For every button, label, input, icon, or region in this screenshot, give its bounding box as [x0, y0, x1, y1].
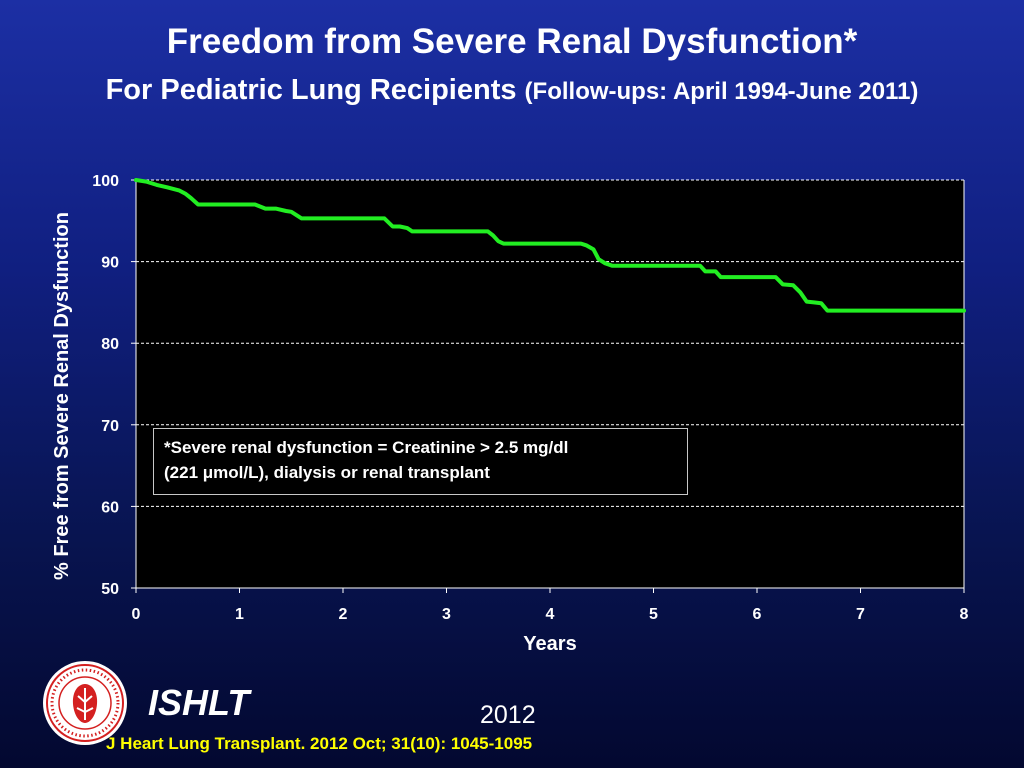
tick-labels: 50 60 70 80 90 100 0 1 2 3 4 5 6 7 8 — [92, 173, 968, 623]
x-axis-title: Years — [523, 633, 576, 655]
x-tick-label-0: 0 — [132, 606, 141, 623]
ishlt-seal-logo — [43, 661, 127, 745]
gridlines — [136, 179, 964, 507]
y-tick-label-50: 50 — [101, 581, 119, 598]
y-tick-label-100: 100 — [92, 173, 119, 190]
x-tick-label-4: 4 — [546, 606, 555, 623]
note-line-1: *Severe renal dysfunction = Creatinine >… — [164, 438, 569, 457]
x-tick-label-2: 2 — [339, 606, 348, 623]
series-layer — [134, 178, 966, 313]
x-tick-label-1: 1 — [235, 606, 244, 623]
org-name: ISHLT — [148, 682, 250, 723]
subtitle-main: For Pediatric Lung Recipients — [105, 74, 517, 106]
x-tick-label-8: 8 — [960, 606, 969, 623]
x-tick-label-5: 5 — [649, 606, 658, 623]
y-tick-label-70: 70 — [101, 418, 119, 435]
x-tick-label-6: 6 — [753, 606, 762, 623]
y-axis-title: % Free from Severe Renal Dysfunction — [51, 212, 73, 580]
y-tick-label-80: 80 — [101, 336, 119, 353]
publication-year: 2012 — [480, 701, 536, 729]
y-tick-label-60: 60 — [101, 499, 119, 516]
x-tick-label-3: 3 — [442, 606, 451, 623]
note-line-2: (221 μmol/L), dialysis or renal transpla… — [164, 463, 490, 482]
definition-note: *Severe renal dysfunction = Creatinine >… — [153, 428, 688, 495]
journal-citation: J Heart Lung Transplant. 2012 Oct; 31(10… — [106, 734, 533, 753]
y-tick-label-90: 90 — [101, 255, 119, 272]
series-line-0 — [134, 178, 966, 313]
slide-subtitle: For Pediatric Lung Recipients (Follow-up… — [0, 72, 1024, 110]
x-tick-label-7: 7 — [856, 606, 865, 623]
plot-area — [136, 180, 964, 588]
subtitle-followup: (Follow-ups: April 1994-June 2011) — [524, 78, 919, 105]
slide-title: Freedom from Severe Renal Dysfunction* — [166, 22, 858, 61]
axes — [131, 179, 965, 593]
